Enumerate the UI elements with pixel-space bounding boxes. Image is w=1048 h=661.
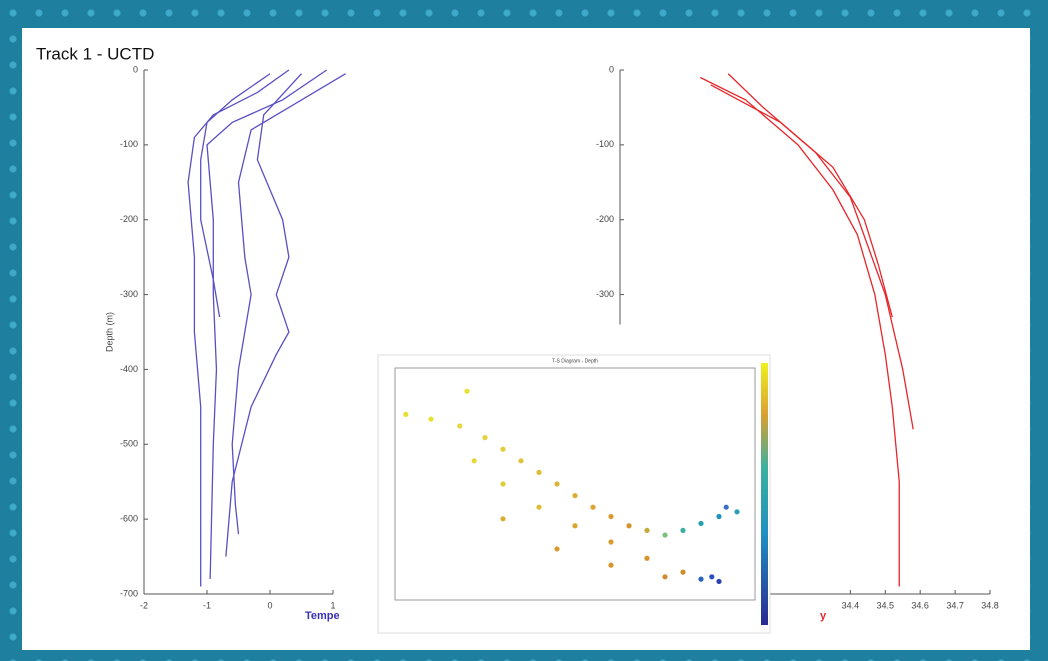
y-tick-label: -500 <box>120 439 138 449</box>
ts-point <box>662 532 668 538</box>
x-tick-label: -2 <box>140 600 148 610</box>
ts-point <box>590 504 596 510</box>
ts-point <box>644 527 650 534</box>
x-tick-label: 34.5 <box>877 600 895 610</box>
ts-point <box>608 539 614 545</box>
ts-point <box>536 504 542 510</box>
slide-title: Track 1 - UCTD <box>36 44 154 63</box>
y-tick-label: 0 <box>133 64 138 74</box>
ts-point <box>698 520 704 527</box>
inset-title: T-S Diagram - Depth <box>552 358 598 364</box>
y-tick-label: -200 <box>596 214 614 224</box>
ts-point <box>626 523 632 529</box>
ts-point <box>716 578 722 585</box>
x-tick-label: -1 <box>203 600 211 610</box>
profile-line <box>225 73 302 557</box>
x-axis-label: y <box>820 610 827 622</box>
ts-point <box>644 555 650 561</box>
ts-point <box>709 574 715 580</box>
ts-point <box>608 513 614 520</box>
profile-line <box>187 69 290 587</box>
ts-point <box>680 569 686 575</box>
ts-point <box>500 446 506 452</box>
ts-point <box>471 458 477 464</box>
ts-point <box>464 388 470 394</box>
profile-line <box>710 84 893 318</box>
profile-line <box>200 73 271 318</box>
ts-point <box>457 423 463 429</box>
y-tick-label: -300 <box>120 289 138 299</box>
ts-point <box>723 504 729 510</box>
ts-point <box>554 546 560 552</box>
profile-line <box>699 76 900 587</box>
ts-point <box>500 516 506 522</box>
ts-point <box>428 416 434 422</box>
ts-point <box>608 562 614 568</box>
ts-point <box>518 458 524 464</box>
ts-point <box>536 469 542 475</box>
ts-point <box>662 574 668 580</box>
ts-point <box>680 527 686 534</box>
x-tick-label: 0 <box>267 600 272 610</box>
ts-point <box>572 523 578 529</box>
y-tick-label: -100 <box>596 139 614 149</box>
x-tick-label: 34.6 <box>911 600 929 610</box>
y-tick-label: -200 <box>120 214 138 224</box>
y-axis-label: Depth (m) <box>104 312 114 352</box>
y-tick-label: 0 <box>609 64 614 74</box>
ts-point <box>403 411 409 417</box>
x-tick-label: 1 <box>330 600 335 610</box>
x-tick-label: 34.4 <box>842 600 860 610</box>
profile-line <box>206 69 328 580</box>
ts-point <box>554 481 560 487</box>
ts-point <box>698 576 704 582</box>
y-tick-label: -300 <box>596 289 614 299</box>
x-tick-label: 34.8 <box>981 600 999 610</box>
y-tick-label: -100 <box>120 139 138 149</box>
ts-point <box>734 509 740 515</box>
ts-point <box>482 435 488 441</box>
y-tick-label: -400 <box>120 364 138 374</box>
x-axis-label: Tempe <box>305 610 340 622</box>
ts-point <box>572 493 578 499</box>
y-tick-label: -700 <box>120 588 138 598</box>
x-tick-label: 34.7 <box>946 600 964 610</box>
plot-area <box>394 367 756 601</box>
ts-point <box>500 481 506 487</box>
colorbar <box>761 363 768 625</box>
ts-point <box>716 513 722 520</box>
y-tick-label: -600 <box>120 514 138 524</box>
